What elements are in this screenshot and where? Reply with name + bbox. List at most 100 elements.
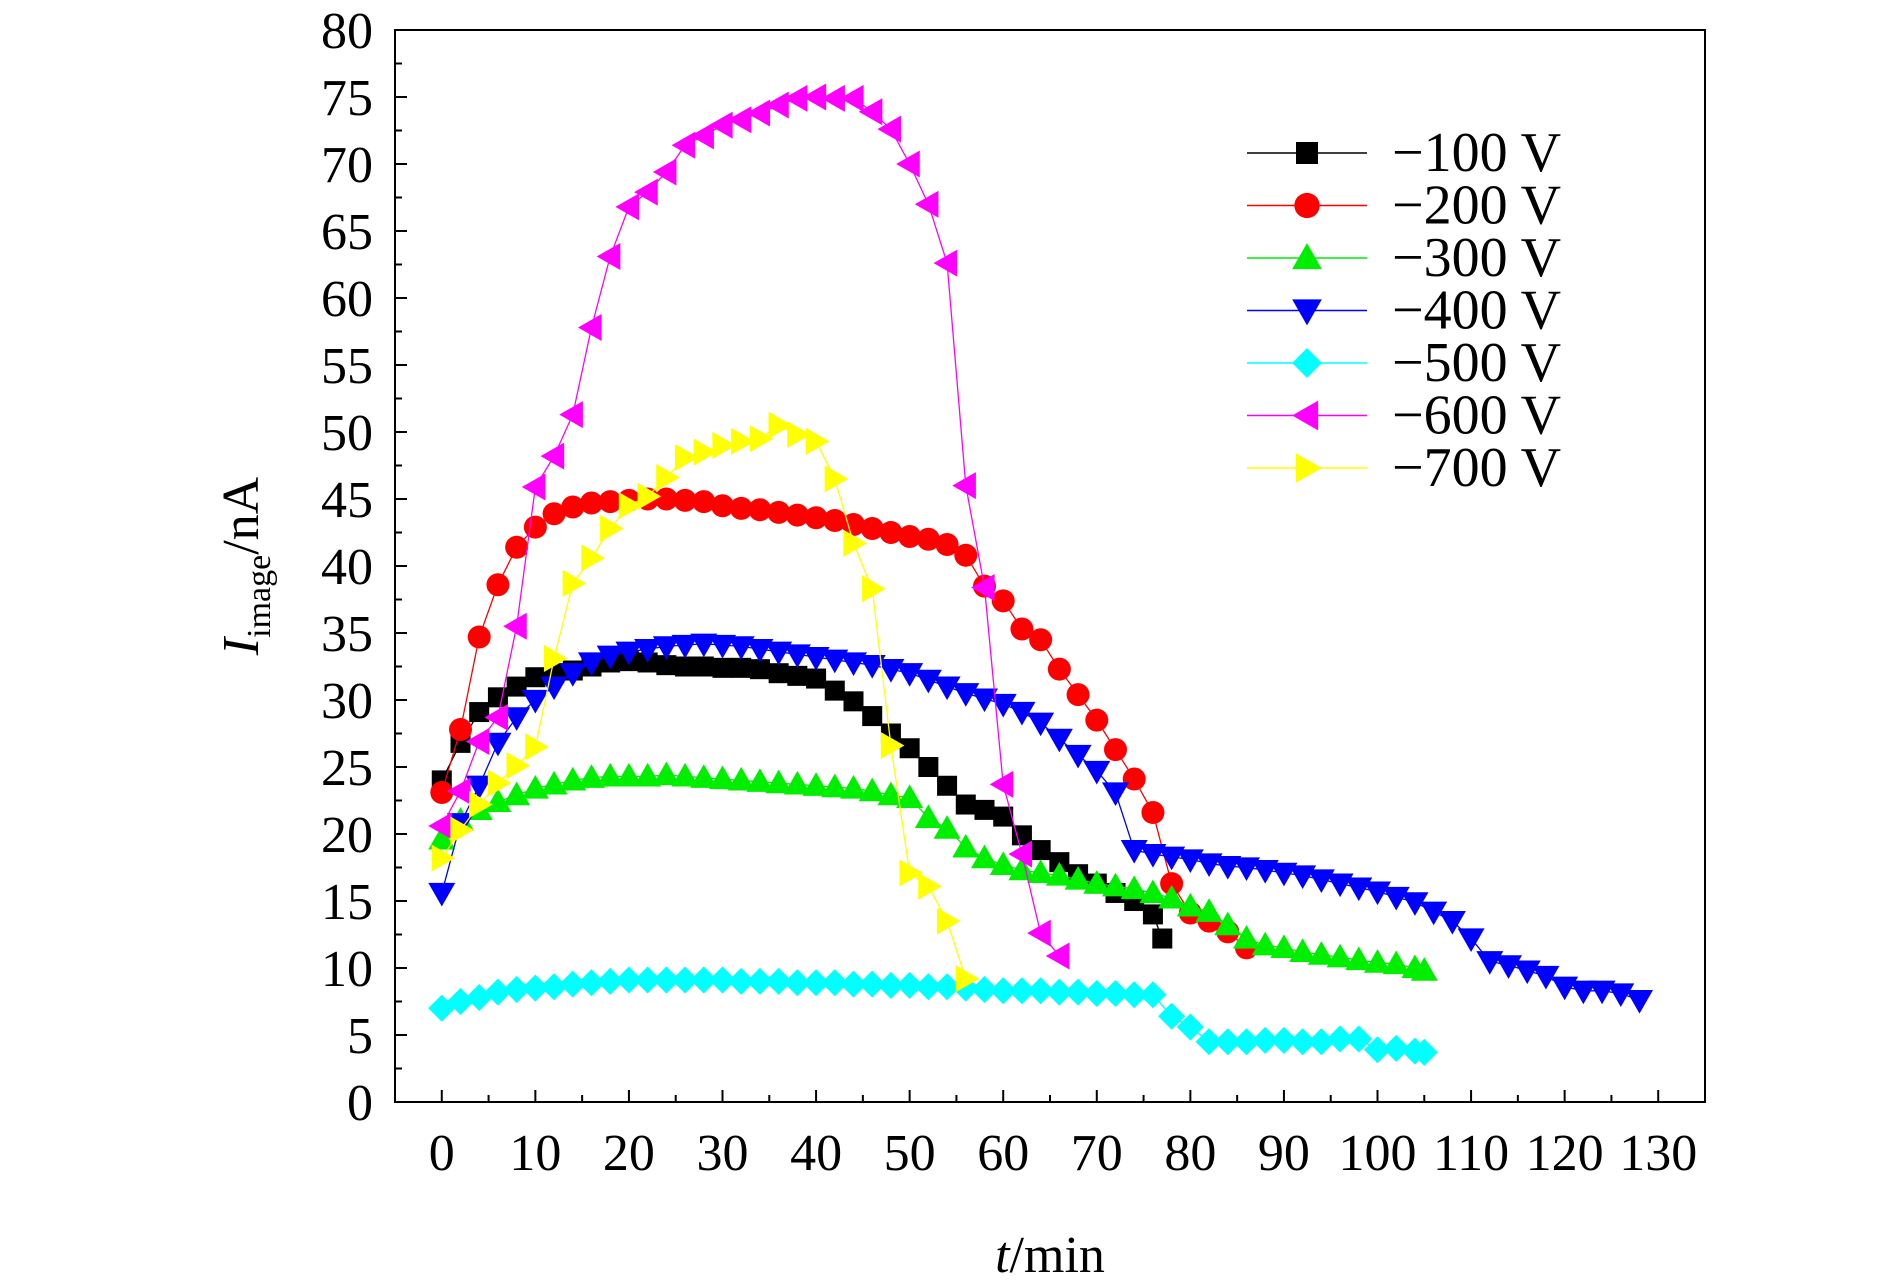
data-point: [937, 775, 958, 796]
data-point: [896, 663, 924, 687]
data-point: [783, 770, 811, 795]
data-point: [447, 988, 474, 1015]
y-tick-label: 30: [321, 673, 373, 730]
data-point: [652, 158, 677, 186]
data-point: [562, 569, 587, 597]
data-point: [467, 625, 491, 649]
data-point: [731, 657, 752, 678]
x-axis-label: t/min: [995, 1227, 1105, 1284]
data-point: [1307, 1028, 1335, 1056]
y-tick-label: 5: [347, 1008, 373, 1065]
data-point: [559, 401, 583, 429]
legend-marker: [1295, 453, 1322, 483]
x-axis-label-main: t: [995, 1227, 1011, 1284]
data-point: [783, 644, 811, 668]
data-point: [1569, 980, 1597, 1005]
legend-marker: [1292, 243, 1322, 270]
data-point: [521, 689, 549, 714]
data-point: [1030, 840, 1051, 861]
data-point: [821, 84, 845, 112]
data-point: [615, 641, 643, 666]
data-point: [1270, 934, 1298, 959]
data-point: [671, 131, 696, 159]
data-point: [465, 728, 490, 756]
legend-label: −400 V: [1392, 280, 1561, 342]
y-tick-label: 40: [321, 539, 373, 596]
data-point: [1139, 843, 1167, 868]
data-point: [843, 529, 867, 557]
data-point: [1364, 949, 1391, 973]
data-point: [746, 967, 774, 995]
data-point: [484, 703, 509, 731]
data-point: [521, 473, 546, 501]
legend-label: −300 V: [1392, 227, 1561, 289]
data-point: [469, 791, 493, 819]
data-point: [559, 970, 587, 998]
data-point: [1251, 931, 1279, 956]
data-point: [450, 816, 474, 844]
data-point: [578, 969, 605, 997]
data-point: [469, 702, 490, 723]
data-point: [727, 766, 755, 791]
data-point: [1045, 942, 1070, 970]
data-point: [712, 431, 736, 459]
series-5: [428, 966, 1438, 1066]
data-point: [1083, 979, 1111, 1007]
data-point: [840, 970, 867, 998]
data-point: [1066, 683, 1090, 707]
data-point: [449, 717, 472, 741]
data-point: [914, 669, 942, 694]
legend: −100 V−200 V−300 V−400 V−500 V−600 V−700…: [1247, 122, 1561, 499]
data-point: [693, 438, 718, 466]
data-point: [503, 975, 531, 1003]
data-point: [559, 663, 587, 687]
data-point: [1251, 1026, 1279, 1054]
data-point: [559, 766, 587, 791]
data-point: [428, 825, 456, 850]
data-point: [936, 907, 961, 935]
data-point: [1104, 738, 1127, 762]
data-point: [727, 967, 755, 995]
x-tick-label: 110: [1433, 1125, 1509, 1182]
data-point: [802, 969, 830, 997]
data-point: [877, 115, 902, 143]
data-point: [989, 977, 1017, 1005]
data-point: [447, 777, 471, 805]
legend-item: −600 V: [1247, 385, 1561, 447]
data-point: [858, 970, 886, 998]
data-point: [1382, 1034, 1410, 1062]
data-point: [1064, 744, 1092, 769]
data-point: [821, 969, 849, 997]
data-point: [1064, 866, 1092, 890]
data-point: [1289, 938, 1317, 963]
data-point: [634, 638, 662, 663]
data-point: [506, 752, 531, 780]
data-point: [785, 503, 809, 527]
y-tick-label: 45: [321, 472, 373, 529]
series-line: [441, 643, 1640, 1001]
data-point: [933, 676, 961, 701]
data-point: [505, 535, 529, 559]
data-point: [914, 190, 939, 218]
data-point: [805, 427, 830, 455]
data-point: [1045, 862, 1073, 886]
data-point: [596, 242, 621, 270]
data-point: [674, 443, 699, 471]
data-point: [1139, 879, 1167, 904]
data-point: [1160, 872, 1184, 896]
data-point: [615, 966, 643, 994]
data-point: [952, 833, 980, 858]
x-tick-label: 60: [977, 1125, 1029, 1182]
data-point: [842, 512, 865, 536]
data-point: [1233, 925, 1260, 949]
data-point: [1045, 978, 1073, 1006]
data-point: [596, 967, 624, 995]
data-point: [525, 667, 546, 688]
data-point: [916, 527, 940, 551]
data-point: [671, 762, 699, 787]
data-point: [802, 772, 830, 796]
data-point: [1195, 853, 1223, 877]
data-point: [1382, 950, 1410, 975]
data-point: [896, 971, 924, 999]
data-point: [804, 506, 828, 530]
